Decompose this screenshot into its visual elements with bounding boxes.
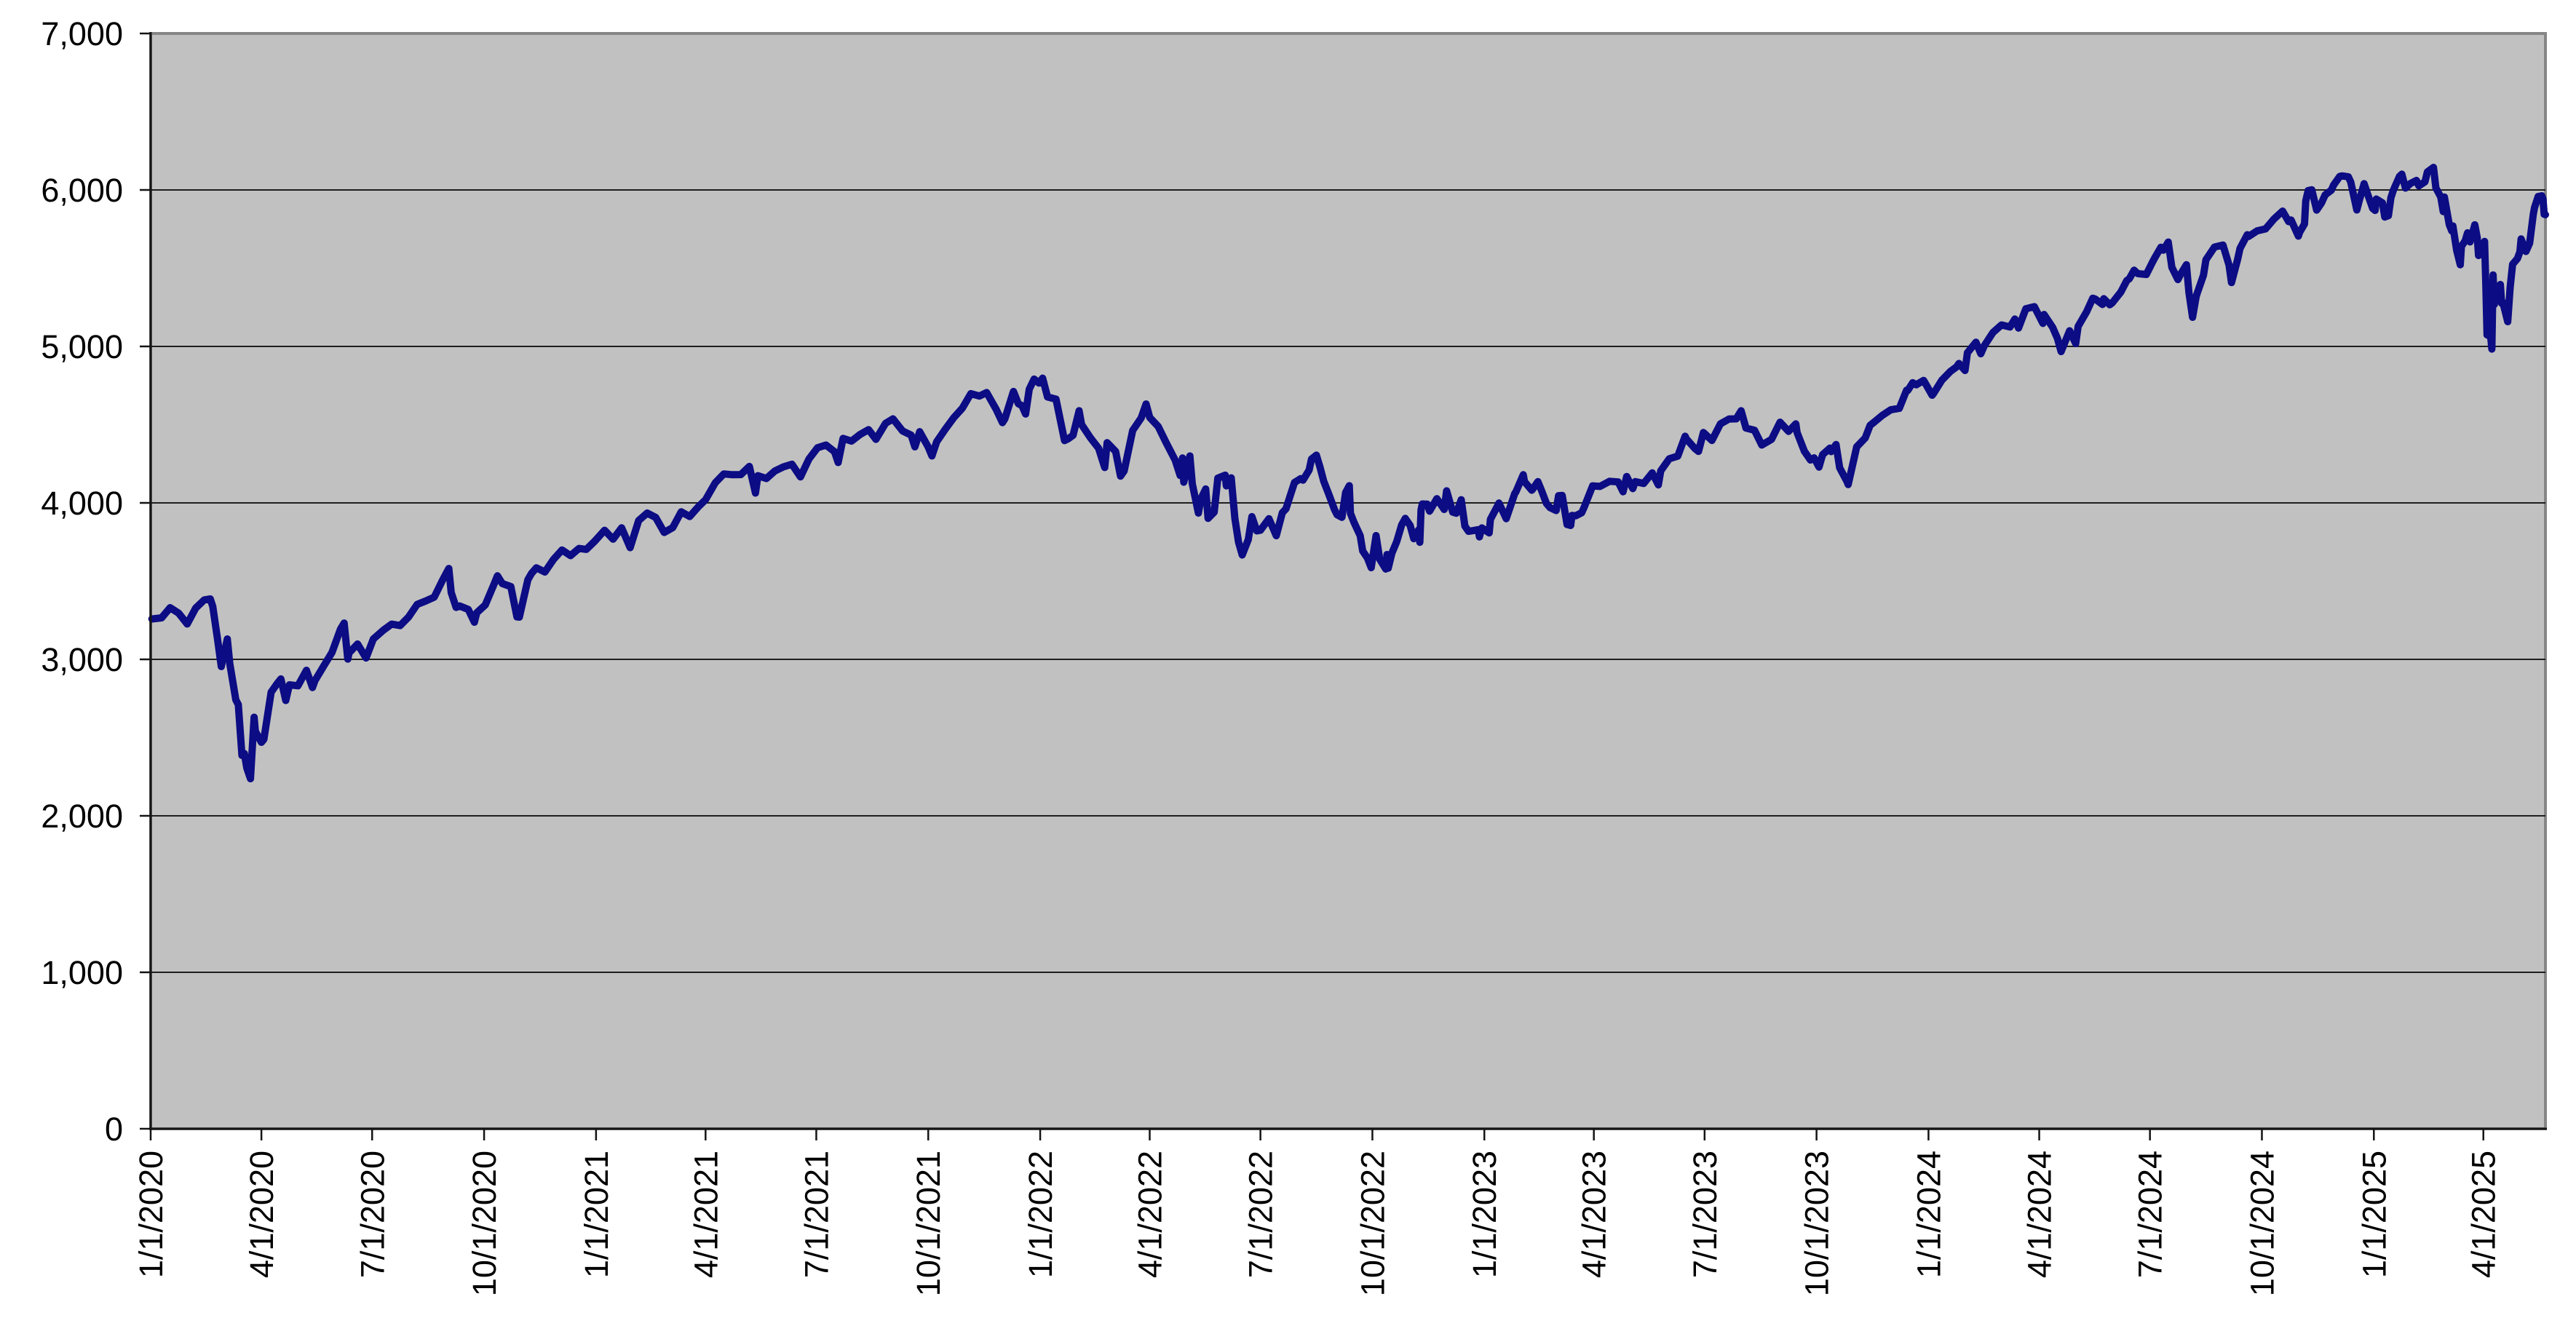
x-axis: 1/1/2020 4/1/2020 7/1/2020 10/1/2020 1/1/202… [132,1129,2502,1296]
y-tick-label: 6,000 [41,172,123,209]
price-line-series [148,164,2549,782]
x-tick-label: 10/1/2021 [910,1151,947,1296]
x-tick-label: 4/1/2020 [243,1151,280,1278]
x-tick-label: 7/1/2020 [354,1151,391,1278]
x-tick-label: 7/1/2023 [1687,1151,1724,1278]
x-tick-label: 4/1/2021 [687,1151,724,1278]
axis-lines [149,32,2547,1130]
y-tick-label: 0 [105,1111,123,1148]
x-tick-label: 1/1/2024 [1910,1151,1947,1278]
x-tick-label: 4/1/2022 [1132,1151,1169,1278]
x-tick-label: 4/1/2024 [2021,1151,2058,1278]
y-tick-label: 7,000 [41,15,123,52]
x-tick-label: 10/1/2024 [2243,1151,2280,1296]
y-tick-label: 4,000 [41,485,123,522]
x-tick-label: 1/1/2020 [132,1151,170,1278]
y-tick-label: 3,000 [41,641,123,678]
plot-area [149,32,2547,1130]
y-axis: 0 1,000 2,000 3,000 4,000 5,000 6,000 7,000 [41,15,151,1148]
gridlines [151,189,2545,973]
x-tick-label: 4/1/2023 [1576,1151,1613,1278]
x-tick-label: 1/1/2021 [578,1151,615,1278]
y-tick-label: 2,000 [41,798,123,835]
x-tick-label: 1/1/2023 [1466,1151,1503,1278]
x-tick-label: 1/1/2025 [2355,1151,2393,1278]
x-tick-label: 4/1/2025 [2465,1151,2502,1278]
series-line [148,164,2549,782]
x-tick-label: 7/1/2021 [798,1151,835,1278]
x-tick-label: 1/1/2022 [1022,1151,1059,1278]
y-tick-label: 1,000 [41,954,123,991]
y-tick-label: 5,000 [41,328,123,365]
x-tick-label: 7/1/2022 [1243,1151,1280,1278]
x-tick-label: 10/1/2020 [466,1151,503,1296]
x-tick-label: 10/1/2023 [1799,1151,1836,1296]
x-tick-label: 10/1/2022 [1354,1151,1391,1296]
x-tick-label: 7/1/2024 [2132,1151,2169,1278]
